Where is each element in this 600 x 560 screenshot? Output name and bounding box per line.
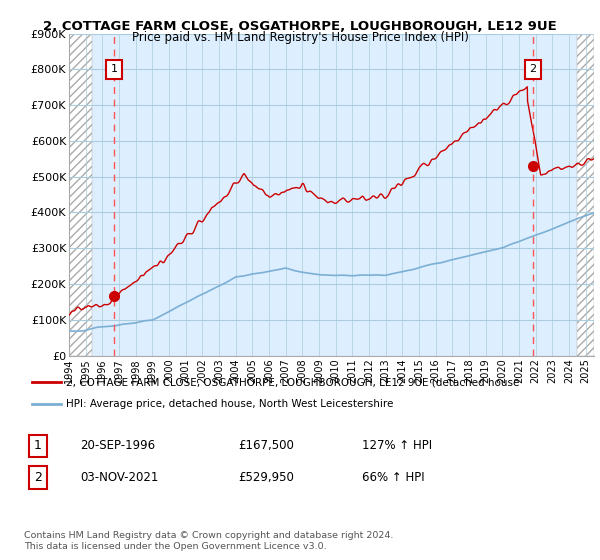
Text: 2: 2 [34,471,42,484]
Text: £529,950: £529,950 [238,471,294,484]
Text: 2, COTTAGE FARM CLOSE, OSGATHORPE, LOUGHBOROUGH, LE12 9UE: 2, COTTAGE FARM CLOSE, OSGATHORPE, LOUGH… [43,20,557,32]
Text: 2, COTTAGE FARM CLOSE, OSGATHORPE, LOUGHBOROUGH, LE12 9UE (detached house: 2, COTTAGE FARM CLOSE, OSGATHORPE, LOUGH… [66,377,520,388]
Text: 2: 2 [529,64,536,74]
Text: 127% ↑ HPI: 127% ↑ HPI [362,439,433,452]
Text: £167,500: £167,500 [238,439,294,452]
Text: 20-SEP-1996: 20-SEP-1996 [80,439,155,452]
Text: 66% ↑ HPI: 66% ↑ HPI [362,471,425,484]
Bar [577,34,594,356]
Text: 03-NOV-2021: 03-NOV-2021 [80,471,159,484]
Text: This data is licensed under the Open Government Licence v3.0.: This data is licensed under the Open Gov… [24,542,326,550]
Text: 1: 1 [34,439,42,452]
Text: HPI: Average price, detached house, North West Leicestershire: HPI: Average price, detached house, Nort… [66,399,394,409]
Bar [69,34,92,356]
Text: 1: 1 [111,64,118,74]
Text: Contains HM Land Registry data © Crown copyright and database right 2024.: Contains HM Land Registry data © Crown c… [24,531,394,540]
Text: Price paid vs. HM Land Registry's House Price Index (HPI): Price paid vs. HM Land Registry's House … [131,31,469,44]
